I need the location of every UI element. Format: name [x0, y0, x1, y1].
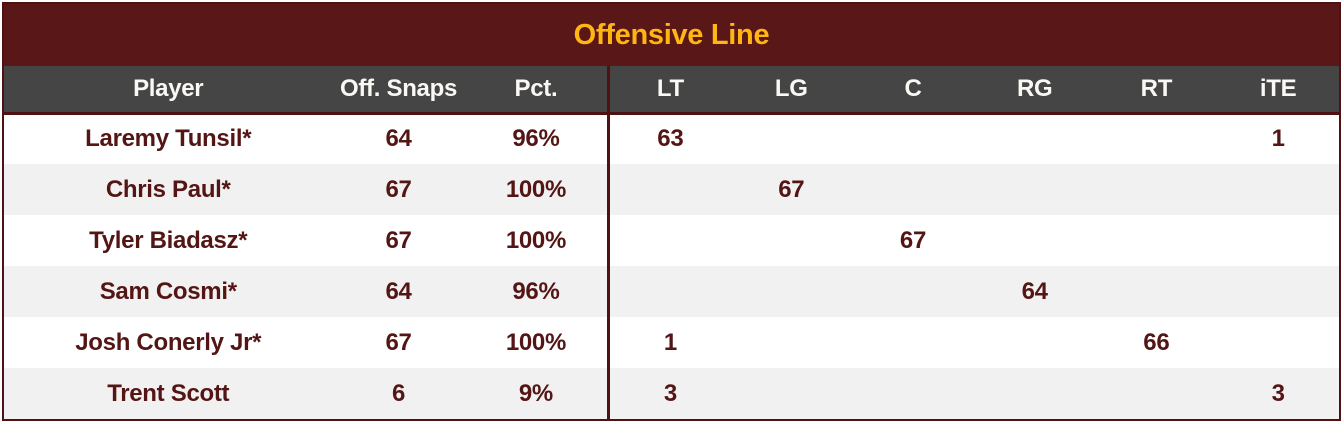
cell-snaps: 6 — [391, 379, 406, 407]
cell-player: Sam Cosmi* — [99, 277, 237, 305]
col-header-player: Player — [133, 74, 204, 102]
table-row: Trent Scott 6 9% 3 3 — [4, 368, 1339, 419]
cell-lg — [730, 113, 852, 164]
cell-lt: 3 — [607, 368, 731, 419]
cell-rt — [1096, 113, 1218, 164]
table-title-bar: Offensive Line — [4, 4, 1339, 66]
cell-rg — [974, 317, 1096, 368]
cell-lg — [730, 317, 852, 368]
cell-rg — [974, 113, 1096, 164]
cell-lg — [730, 266, 852, 317]
cell-lt: 63 — [607, 113, 731, 164]
cell-rg: 64 — [1021, 277, 1048, 305]
cell-snaps: 67 — [385, 226, 412, 254]
cell-c — [852, 368, 974, 419]
cell-ite: 3 — [1271, 379, 1285, 407]
cell-pct: 100% — [505, 328, 567, 356]
cell-pct: 9% — [518, 379, 553, 407]
cell-c — [852, 266, 974, 317]
table-title: Offensive Line — [573, 18, 770, 51]
cell-c: 67 — [899, 226, 927, 254]
cell-rg — [974, 368, 1096, 419]
cell-rt — [1096, 266, 1218, 317]
cell-rt — [1096, 368, 1218, 419]
cell-ite — [1217, 317, 1339, 368]
cell-c — [852, 164, 974, 215]
table-row: Tyler Biadasz* 67 100% 67 — [4, 215, 1339, 266]
table-row: Laremy Tunsil* 64 96% 63 1 — [4, 113, 1339, 164]
cell-ite — [1217, 164, 1339, 215]
cell-lg — [730, 215, 852, 266]
col-header-ite: iTE — [1259, 74, 1297, 102]
cell-lg: 67 — [778, 175, 805, 203]
cell-ite — [1217, 215, 1339, 266]
cell-rg — [974, 215, 1096, 266]
cell-snaps: 67 — [385, 328, 412, 356]
cell-player: Laremy Tunsil* — [85, 125, 252, 153]
cell-lg — [730, 368, 852, 419]
col-header-rt: RT — [1140, 74, 1173, 102]
cell-pct: 100% — [505, 175, 567, 203]
table-row: Josh Conerly Jr* 67 100% 1 66 — [4, 317, 1339, 368]
cell-pct: 96% — [512, 277, 560, 305]
cell-lt — [607, 215, 731, 266]
header-row: Player Off. Snaps Pct. LT LG C RG RT iTE — [4, 66, 1339, 113]
cell-lt: 1 — [607, 317, 731, 368]
col-header-lg: LG — [774, 74, 808, 102]
cell-snaps: 64 — [385, 125, 412, 153]
cell-snaps: 67 — [385, 175, 412, 203]
cell-rt: 66 — [1143, 328, 1170, 356]
cell-lt — [607, 164, 731, 215]
cell-player: Trent Scott — [107, 379, 230, 407]
cell-ite: 1 — [1271, 125, 1285, 153]
cell-rt — [1096, 215, 1218, 266]
cell-ite — [1217, 266, 1339, 317]
cell-pct: 96% — [512, 125, 560, 153]
cell-c — [852, 317, 974, 368]
cell-pct: 100% — [505, 226, 567, 254]
col-header-pct: Pct. — [514, 74, 558, 102]
cell-lt — [607, 266, 731, 317]
cell-player: Chris Paul* — [105, 175, 231, 203]
cell-player: Josh Conerly Jr* — [75, 328, 262, 356]
snap-counts-table: Player Off. Snaps Pct. LT LG C RG RT iTE… — [4, 66, 1339, 419]
cell-rt — [1096, 164, 1218, 215]
col-header-c: C — [904, 74, 922, 102]
col-header-lt: LT — [607, 66, 731, 113]
cell-rg — [974, 164, 1096, 215]
cell-player: Tyler Biadasz* — [89, 226, 248, 254]
table-row: Sam Cosmi* 64 96% 64 — [4, 266, 1339, 317]
table-row: Chris Paul* 67 100% 67 — [4, 164, 1339, 215]
cell-snaps: 64 — [385, 277, 412, 305]
col-header-off-snaps: Off. Snaps — [340, 74, 458, 102]
col-header-rg: RG — [1016, 74, 1053, 102]
cell-c — [852, 113, 974, 164]
